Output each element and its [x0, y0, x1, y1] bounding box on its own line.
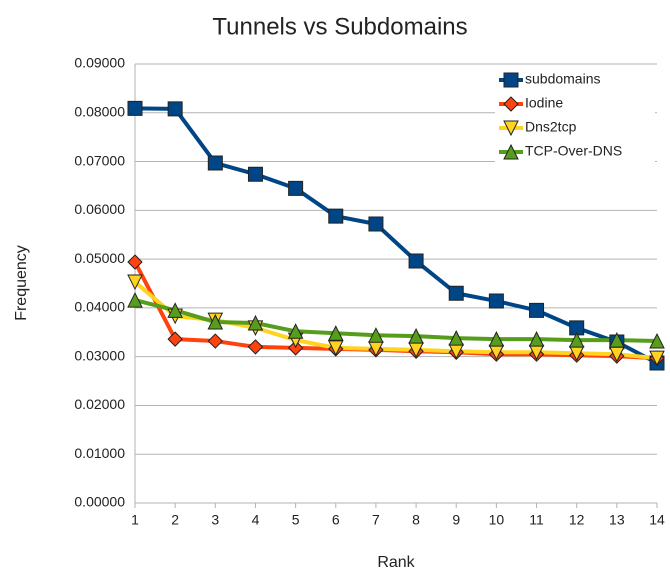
marker [288, 180, 304, 196]
y-tick-label: 0.06000 [74, 201, 125, 217]
marker [609, 331, 625, 348]
marker [503, 72, 519, 88]
x-tick-label: 7 [372, 512, 380, 528]
marker [649, 332, 665, 349]
marker [247, 339, 264, 355]
marker [167, 302, 183, 318]
marker [368, 216, 384, 232]
marker [328, 208, 344, 224]
marker [568, 331, 585, 348]
x-tick-label: 5 [292, 512, 300, 528]
marker [503, 143, 519, 160]
marker [207, 155, 223, 171]
y-tick-label: 0.07000 [74, 152, 125, 168]
marker [327, 325, 344, 341]
marker [448, 330, 465, 346]
legend: subdomains Iodine Dns2tcp TCP-Over-DNS [495, 66, 655, 166]
x-tick-label: 10 [489, 512, 505, 528]
x-tick-label: 12 [569, 512, 585, 528]
marker [569, 320, 585, 336]
marker [649, 350, 665, 367]
legend-box [495, 66, 655, 166]
x-tick-label: 4 [252, 512, 260, 528]
x-tick-label: 2 [171, 512, 179, 528]
marker [503, 120, 519, 137]
marker [167, 101, 183, 117]
legend-label: Iodine [525, 95, 563, 111]
marker [368, 327, 384, 343]
marker [488, 330, 505, 347]
x-tick-label: 8 [412, 512, 420, 528]
y-tick-label: 0.08000 [74, 103, 125, 119]
y-tick-label: 0.04000 [74, 299, 125, 315]
y-tick-label: 0.05000 [74, 250, 125, 266]
x-tick-label: 3 [211, 512, 219, 528]
marker [207, 333, 224, 349]
marker [127, 254, 143, 270]
chart-title: Tunnels vs Subdomains [212, 13, 467, 40]
legend-label: subdomains [525, 71, 601, 87]
marker [408, 328, 424, 344]
series-line [134, 298, 658, 344]
y-axis-label: Frequency [13, 245, 30, 321]
marker [207, 313, 224, 330]
y-tick-label: 0.00000 [74, 494, 125, 510]
marker [327, 340, 344, 357]
x-tick-label: 14 [649, 512, 665, 528]
marker [408, 253, 424, 269]
marker [448, 285, 464, 301]
x-tick-label: 9 [452, 512, 460, 528]
marker [127, 274, 143, 291]
y-tick-label: 0.01000 [74, 445, 125, 461]
legend-label: TCP-Over-DNS [525, 143, 622, 159]
x-tick-label: 11 [529, 512, 544, 528]
marker [167, 331, 183, 347]
x-tick-label: 13 [609, 512, 625, 528]
marker [488, 293, 504, 309]
marker [528, 330, 545, 347]
y-tick-label: 0.03000 [74, 347, 125, 363]
y-tick-label: 0.09000 [74, 55, 125, 71]
legend-label: Dns2tcp [525, 119, 577, 135]
x-axis-label: Rank [377, 554, 415, 571]
marker [503, 96, 519, 112]
marker [127, 291, 143, 308]
x-tick-label: 6 [332, 512, 340, 528]
x-tick-label: 1 [131, 512, 139, 528]
marker [247, 166, 263, 182]
y-tick-label: 0.02000 [74, 396, 125, 412]
marker [127, 100, 143, 116]
marker [247, 314, 264, 331]
marker [529, 302, 545, 318]
marker [287, 323, 304, 339]
